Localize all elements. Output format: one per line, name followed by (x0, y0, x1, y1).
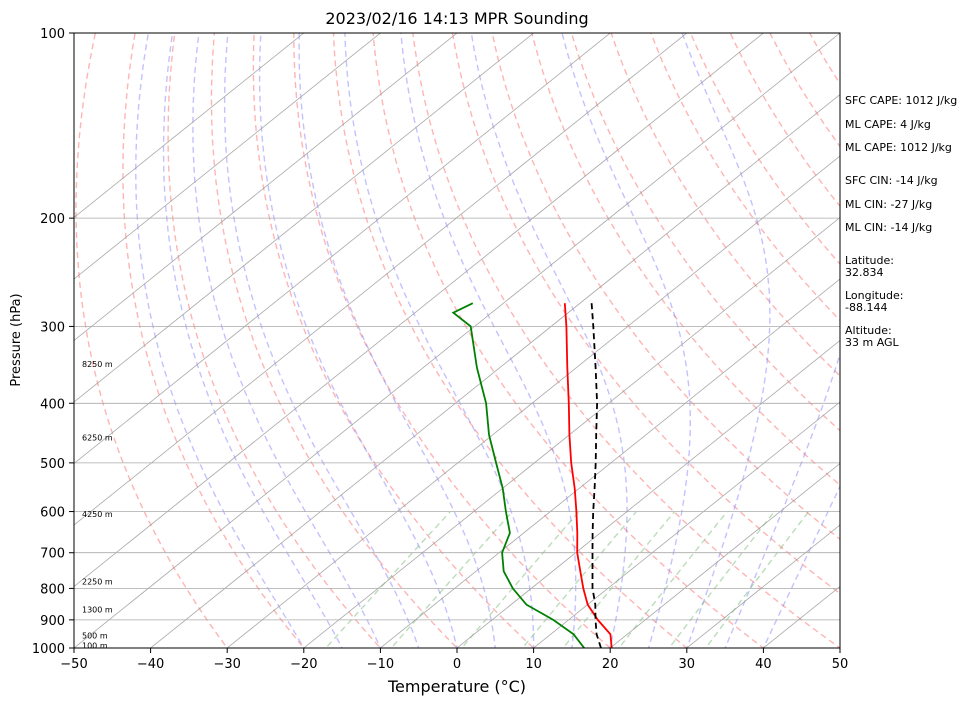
x-tick-label: 10 (525, 657, 542, 672)
x-tick-label: −30 (213, 657, 240, 672)
dewpoint-line (451, 302, 585, 648)
stats-panel-line: ML CIN: -27 J/kg (845, 198, 932, 211)
isotherm (74, 33, 688, 526)
moist-adiabat (258, 33, 458, 648)
stats-panel: SFC CAPE: 1012 J/kg ML CAPE: 4 J/kg ML CAP… (845, 94, 957, 349)
dry-adiabat (412, 33, 840, 648)
x-tick-label: 30 (679, 657, 696, 672)
mixing-ratio-line (562, 511, 676, 648)
dry-adiabat (372, 33, 765, 648)
isotherm (74, 33, 765, 588)
moist-adiabat (162, 33, 343, 648)
y-tick-label: 100 (40, 27, 65, 42)
sounding-series (451, 302, 613, 648)
mixing-ratio-line (460, 511, 580, 648)
x-tick-label: 50 (832, 657, 849, 672)
isotherm (456, 339, 840, 648)
y-tick-label: 700 (40, 547, 65, 562)
x-tick-label: 0 (453, 657, 461, 672)
dry-adiabat (75, 33, 229, 648)
isotherm (74, 33, 305, 219)
height-label: 8250 m (82, 360, 113, 369)
x-tick-label: 40 (755, 657, 772, 672)
mixing-ratio-line (705, 511, 810, 648)
isotherm (74, 33, 535, 403)
stats-panel-line: ML CIN: -14 J/kg (845, 221, 932, 234)
x-axis-ticks: −50 −40 −30 −20 −10 0 10 20 30 40 50 (60, 648, 848, 672)
height-label: 100 m (82, 641, 108, 650)
moist-adiabat (344, 33, 535, 648)
dry-adiabat (491, 33, 840, 541)
isotherm (149, 94, 840, 648)
isotherm (74, 33, 382, 280)
moist-adiabat (561, 33, 691, 648)
y-tick-label: 1000 (32, 642, 65, 657)
mixing-ratio-line (521, 511, 637, 648)
stats-panel-line: ML CAPE: 4 J/kg (845, 118, 931, 131)
dry-adiabat (252, 33, 535, 648)
moist-adiabat (223, 33, 420, 648)
stats-panel-line: SFC CIN: -14 J/kg (845, 174, 938, 187)
isotherm (686, 524, 840, 648)
y-tick-label: 500 (40, 457, 65, 472)
dry-adiabat (167, 33, 382, 648)
height-label: 6250 m (82, 434, 113, 443)
y-axis-label: Pressure (hPa) (9, 293, 24, 386)
isotherm (532, 401, 840, 648)
moist-adiabat (298, 33, 497, 648)
isotherm (303, 217, 840, 648)
reference-lines (74, 33, 840, 648)
parcel-profile-line (590, 303, 602, 648)
stats-panel-line: Latitude: (845, 254, 894, 267)
moist-adiabat (470, 33, 628, 648)
y-tick-label: 900 (40, 614, 65, 629)
temperature-line (563, 303, 613, 648)
y-tick-label: 200 (40, 212, 65, 227)
y-tick-label: 600 (40, 506, 65, 521)
mixing-ratio-line (618, 511, 728, 648)
stats-panel-line: 32.834 (845, 266, 884, 279)
x-tick-label: −50 (60, 657, 87, 672)
height-label: 2250 m (82, 578, 113, 587)
x-tick-label: −40 (137, 657, 164, 672)
x-tick-label: 20 (602, 657, 619, 672)
dry-adiabat (210, 33, 458, 648)
y-tick-label: 400 (40, 397, 65, 412)
isotherm (74, 33, 611, 465)
x-tick-label: −10 (367, 657, 394, 672)
moist-adiabat (400, 33, 577, 648)
moist-adiabat (724, 33, 840, 648)
stats-panel-line: 33 m AGL (845, 336, 900, 349)
dry-adiabat (293, 33, 612, 648)
height-label: 4250 m (82, 510, 113, 519)
dry-adiabat (451, 33, 840, 595)
y-tick-label: 300 (40, 320, 65, 335)
moist-adiabat (192, 33, 382, 648)
stats-panel-line: -88.144 (845, 301, 887, 314)
isotherm (379, 278, 840, 648)
y-tick-label: 800 (40, 582, 65, 597)
isotherm (74, 33, 840, 648)
y-axis-ticks: 1000 900 800 700 600 500 400 300 200 100 (32, 27, 74, 657)
stats-panel-line: Longitude: (845, 289, 903, 302)
moist-adiabat (135, 33, 305, 648)
height-label: 500 m (82, 632, 108, 641)
stats-panel-line: SFC CAPE: 1012 J/kg (845, 94, 957, 107)
isotherm (609, 462, 840, 648)
pressure-gridlines (74, 33, 840, 648)
isotherm (226, 155, 840, 648)
x-tick-label: −20 (290, 657, 317, 672)
x-axis-label: Temperature (°C) (387, 677, 526, 696)
stats-panel-line: Altitude: (845, 324, 892, 337)
mixing-ratio-line (668, 511, 775, 648)
mixing-ratio-line (390, 511, 513, 648)
height-label: 1300 m (82, 605, 113, 614)
stats-panel-line: ML CAPE: 1012 J/kg (845, 141, 952, 154)
chart-title: 2023/02/16 14:13 MPR Sounding (325, 9, 588, 28)
